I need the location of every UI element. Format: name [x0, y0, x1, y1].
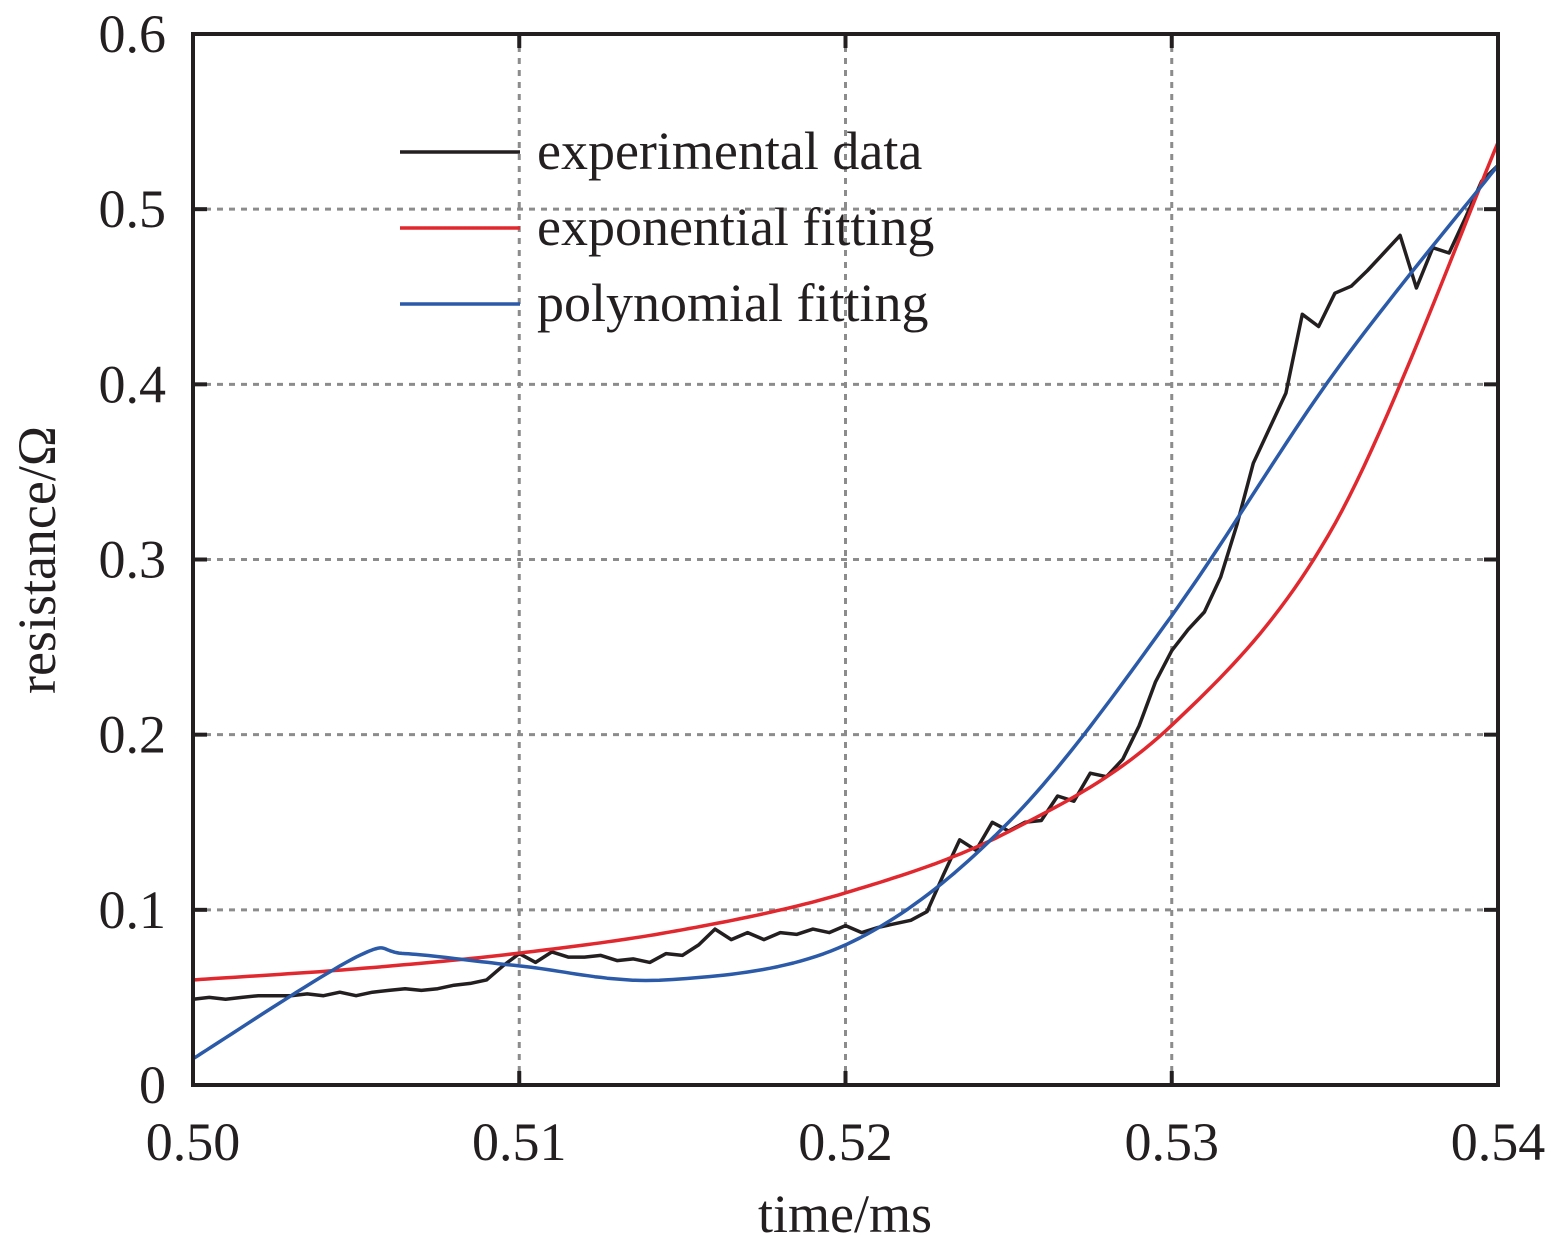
axis-ticks: [191, 32, 1500, 1087]
legend-label: experimental data: [537, 121, 922, 181]
x-axis-label: time/ms: [758, 1184, 932, 1244]
y-tick-label: 0: [139, 1055, 166, 1115]
y-tick-label: 0.1: [99, 880, 167, 940]
x-tick-label: 0.54: [1451, 1112, 1546, 1172]
y-tick-label: 0.2: [99, 705, 167, 765]
y-tick-label: 0.5: [99, 179, 167, 239]
y-tick-label: 0.3: [99, 530, 167, 590]
grid-lines: [193, 34, 1498, 1085]
polynomial-fitting-line: [191, 163, 1500, 1061]
x-tick-labels: 0.50 0.51 0.52 0.53 0.54: [146, 1112, 1546, 1172]
y-tick-label: 0.6: [99, 4, 167, 64]
y-tick-label: 0.4: [99, 354, 167, 414]
x-tick-label: 0.51: [472, 1112, 567, 1172]
experimental-data-line: [191, 163, 1500, 1001]
exponential-fitting-line: [191, 140, 1500, 982]
legend-label: polynomial fitting: [537, 273, 928, 333]
x-tick-label: 0.53: [1125, 1112, 1220, 1172]
legend-label: exponential fitting: [537, 197, 934, 257]
y-tick-labels: 0 0.1 0.2 0.3 0.4 0.5 0.6: [99, 4, 167, 1115]
series-lines: [191, 140, 1500, 1061]
y-axis-label: resistance/Ω: [7, 426, 67, 694]
x-tick-label: 0.52: [798, 1112, 893, 1172]
x-tick-label: 0.50: [146, 1112, 241, 1172]
legend: experimental data exponential fitting poly…: [400, 121, 934, 333]
